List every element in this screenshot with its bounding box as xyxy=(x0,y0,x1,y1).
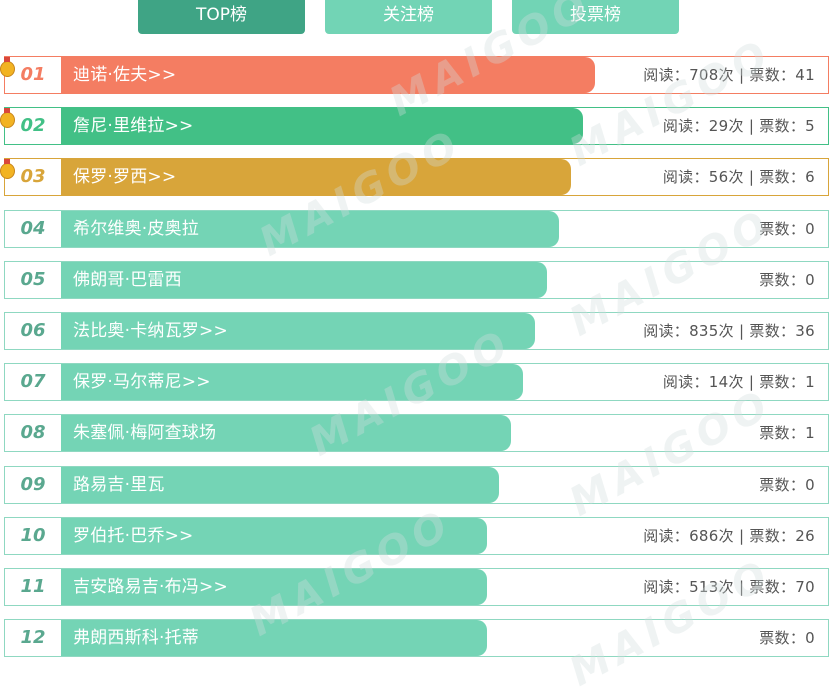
rank-number: 07 xyxy=(20,371,46,392)
item-stats: 阅读：835次 | 票数：36 xyxy=(643,322,815,340)
item-name-link[interactable]: 朱塞佩·梅阿查球场 xyxy=(73,423,217,443)
rank-number: 01 xyxy=(20,64,46,85)
rank-number: 12 xyxy=(20,627,46,648)
ranking-bar xyxy=(61,569,487,605)
item-stats: 票数：0 xyxy=(759,220,815,238)
rank-number: 08 xyxy=(20,422,46,443)
ranking-row[interactable]: 08 朱塞佩·梅阿查球场 票数：1 xyxy=(4,414,829,452)
item-stats: 票数：1 xyxy=(759,424,815,442)
ranking-bar xyxy=(61,108,583,144)
medal-icon xyxy=(0,57,15,77)
item-name-link[interactable]: 吉安路易吉·布冯>> xyxy=(73,577,228,597)
item-stats: 阅读：29次 | 票数：5 xyxy=(662,117,815,135)
rank-number: 06 xyxy=(20,320,46,341)
item-stats: 票数：0 xyxy=(759,271,815,289)
ranking-bar xyxy=(61,467,499,503)
ranking-row[interactable]: 03 保罗·罗西>> 阅读：56次 | 票数：6 xyxy=(0,158,829,196)
ranking-row[interactable]: 04 希尔维奥·皮奥拉 票数：0 xyxy=(4,210,829,248)
ranking-row[interactable]: 09 路易吉·里瓦 票数：0 xyxy=(4,466,829,504)
item-stats: 阅读：513次 | 票数：70 xyxy=(643,578,815,596)
rank-number: 11 xyxy=(20,576,46,597)
rank-number: 04 xyxy=(20,218,46,239)
item-name-link[interactable]: 弗朗西斯科·托蒂 xyxy=(73,628,200,648)
ranking-row[interactable]: 01 迪诺·佐夫>> 阅读：708次 | 票数：41 xyxy=(0,56,829,94)
ranking-bar xyxy=(61,415,511,451)
ranking-bar xyxy=(61,57,595,93)
item-name-link[interactable]: 希尔维奥·皮奥拉 xyxy=(73,219,200,239)
item-name-link[interactable]: 罗伯托·巴乔>> xyxy=(73,526,194,546)
watermark-logo: MAIGOO xyxy=(562,30,781,176)
ranking-row[interactable]: 05 佛朗哥·巴雷西 票数：0 xyxy=(4,261,829,299)
item-stats: 阅读：708次 | 票数：41 xyxy=(643,66,815,84)
medal-icon xyxy=(0,159,15,179)
ranking-bar xyxy=(61,159,571,195)
ranking-bar xyxy=(61,313,535,349)
ranking-tabs: TOP榜 关注榜 投票榜 xyxy=(0,0,829,34)
item-stats: 阅读：56次 | 票数：6 xyxy=(662,168,815,186)
tab-follow[interactable]: 关注榜 xyxy=(325,0,492,34)
ranking-bar xyxy=(61,262,547,298)
ranking-row[interactable]: 11 吉安路易吉·布冯>> 阅读：513次 | 票数：70 xyxy=(4,568,829,606)
rank-number: 05 xyxy=(20,269,46,290)
item-stats: 阅读：686次 | 票数：26 xyxy=(643,527,815,545)
rank-number: 09 xyxy=(20,474,46,495)
item-name-link[interactable]: 保罗·马尔蒂尼>> xyxy=(73,372,211,392)
item-name-link[interactable]: 佛朗哥·巴雷西 xyxy=(73,270,182,290)
ranking-bar xyxy=(61,620,487,656)
rank-number: 10 xyxy=(20,525,46,546)
item-name-link[interactable]: 保罗·罗西>> xyxy=(73,167,177,187)
rank-number: 02 xyxy=(20,115,46,136)
tab-vote[interactable]: 投票榜 xyxy=(512,0,679,34)
ranking-row[interactable]: 07 保罗·马尔蒂尼>> 阅读：14次 | 票数：1 xyxy=(4,363,829,401)
item-name-link[interactable]: 路易吉·里瓦 xyxy=(73,475,165,495)
item-stats: 阅读：14次 | 票数：1 xyxy=(662,373,815,391)
medal-icon xyxy=(0,108,15,128)
item-stats: 票数：0 xyxy=(759,476,815,494)
ranking-row[interactable]: 06 法比奥·卡纳瓦罗>> 阅读：835次 | 票数：36 xyxy=(4,312,829,350)
item-name-link[interactable]: 法比奥·卡纳瓦罗>> xyxy=(73,321,228,341)
ranking-bar xyxy=(61,518,487,554)
item-stats: 票数：0 xyxy=(759,629,815,647)
item-name-link[interactable]: 迪诺·佐夫>> xyxy=(73,65,177,85)
ranking-row[interactable]: 12 弗朗西斯科·托蒂 票数：0 xyxy=(4,619,829,657)
tab-top[interactable]: TOP榜 xyxy=(138,0,305,34)
ranking-row[interactable]: 10 罗伯托·巴乔>> 阅读：686次 | 票数：26 xyxy=(4,517,829,555)
ranking-bar xyxy=(61,211,559,247)
rank-number: 03 xyxy=(20,166,46,187)
ranking-row[interactable]: 02 詹尼·里维拉>> 阅读：29次 | 票数：5 xyxy=(0,107,829,145)
item-name-link[interactable]: 詹尼·里维拉>> xyxy=(73,116,194,136)
ranking-bar xyxy=(61,364,523,400)
